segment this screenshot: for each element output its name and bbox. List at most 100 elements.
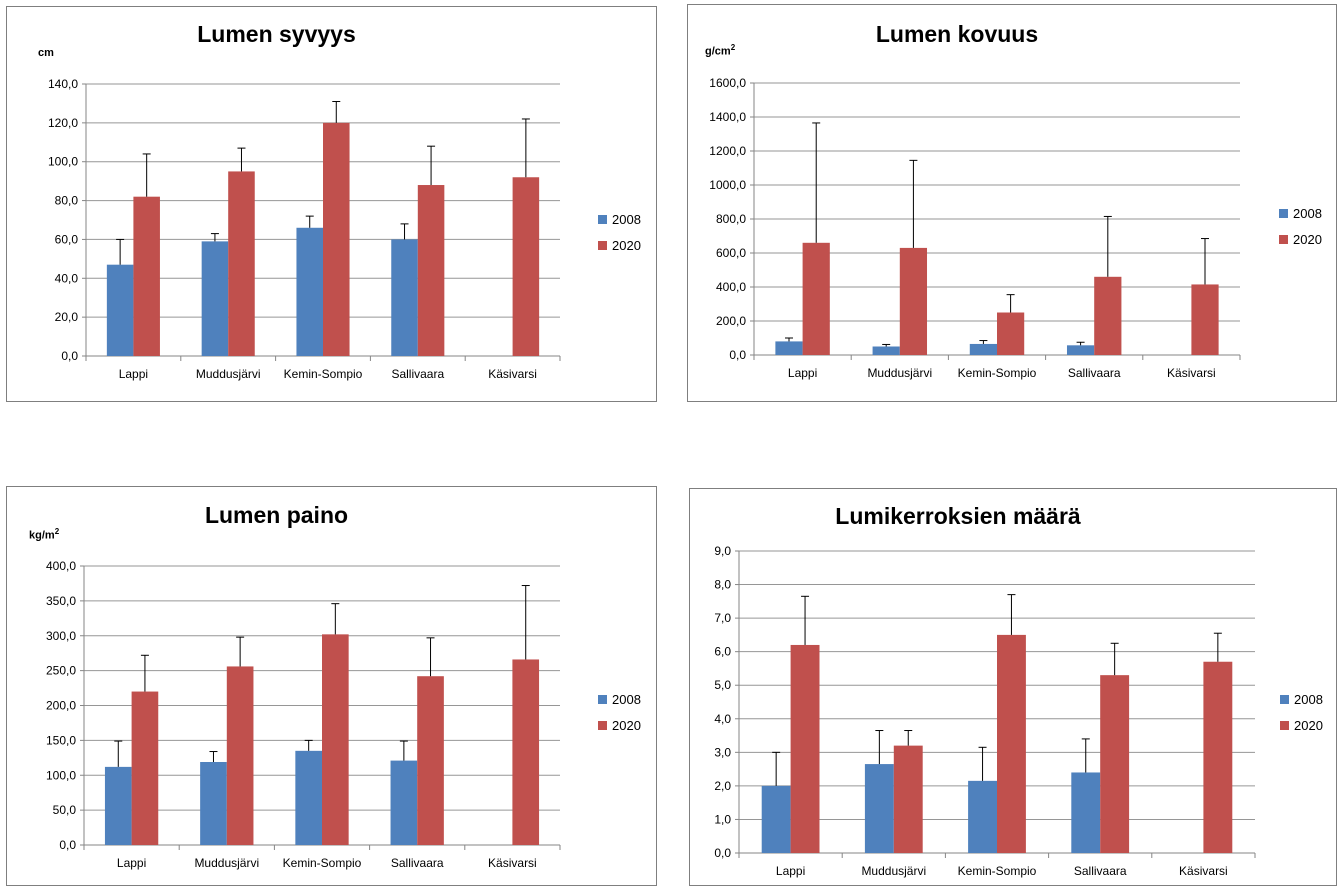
- legend-label: 2020: [1294, 717, 1323, 733]
- bar-2008: [1071, 772, 1101, 853]
- x-tick-label: Muddusjärvi: [194, 856, 259, 870]
- x-tick-label: Muddusjärvi: [196, 367, 261, 381]
- bar-2008: [104, 766, 132, 845]
- legend-label: 2008: [1294, 691, 1323, 707]
- legend-item-2020: 2020: [598, 712, 641, 738]
- y-tick-label: 100,0: [48, 155, 78, 169]
- chart-plot: 0,0 200,0 400,0 600,0 800,0 1000,0 1200,0 1400,…: [709, 76, 1241, 380]
- x-tick-label: Käsivarsi: [488, 367, 537, 381]
- bar-2008: [390, 760, 418, 845]
- chart-title: Lumen paino: [204, 502, 349, 528]
- x-tick-label: Lappi: [117, 856, 146, 870]
- x-tick-label: Lappi: [776, 864, 805, 878]
- y-tick-label: 2,0: [714, 779, 731, 793]
- bar-2020: [133, 196, 160, 356]
- x-tick-label: Sallivaara: [1068, 366, 1121, 380]
- bar-2020: [322, 634, 349, 845]
- y-tick-label: 80,0: [55, 194, 79, 208]
- bar-2008: [775, 341, 803, 355]
- y-tick-label: 1200,0: [709, 144, 746, 158]
- bar-2020: [512, 177, 540, 356]
- legend: 2008 2020: [1279, 200, 1322, 252]
- y-tick-label: 1000,0: [709, 178, 746, 192]
- y-tick-label: 0,0: [714, 846, 731, 860]
- y-tick-label: 0,0: [59, 838, 76, 852]
- legend-label: 2020: [1293, 231, 1322, 247]
- x-tick-label: Sallivaara: [391, 367, 444, 381]
- legend-label: 2008: [612, 211, 641, 227]
- bar-2020: [417, 676, 444, 845]
- x-tick-label: Käsivarsi: [1179, 864, 1228, 878]
- y-tick-label: 5,0: [714, 678, 731, 692]
- bar-2008: [872, 346, 900, 355]
- bar-2008: [106, 264, 134, 356]
- bar-2020: [1203, 661, 1233, 853]
- chart-panel-snow-layers: Lumikerroksien määrä 0,0 1,0 2,0 3,0 4,0 5,0 6…: [689, 488, 1337, 886]
- bar-2020: [893, 745, 923, 853]
- y-tick-label: 400,0: [716, 280, 746, 294]
- legend-swatch-2020: [598, 720, 607, 730]
- y-tick-label: 1400,0: [709, 110, 746, 124]
- x-tick-label: Käsivarsi: [1167, 366, 1216, 380]
- y-axis-unit: cm: [38, 47, 54, 59]
- bar-2020: [1100, 675, 1130, 853]
- y-tick-label: 6,0: [714, 645, 731, 659]
- legend-label: 2020: [612, 237, 641, 253]
- chart-plot: 0,0 1,0 2,0 3,0 4,0 5,0 6,0 7,0 8,0 9,0 Lappi Muddu…: [714, 544, 1256, 878]
- legend-label: 2008: [612, 691, 641, 707]
- bar-2008: [761, 785, 791, 853]
- bar-2008: [1066, 345, 1095, 355]
- y-tick-label: 0,0: [729, 348, 746, 362]
- bar-2020: [323, 122, 350, 356]
- bar-2020: [790, 644, 820, 853]
- y-tick-label: 120,0: [48, 116, 78, 130]
- legend-item-2008: 2008: [1279, 200, 1322, 226]
- legend-swatch-2008: [1279, 208, 1288, 218]
- legend-swatch-2020: [1280, 720, 1289, 730]
- x-tick-label: Sallivaara: [1074, 864, 1127, 878]
- bar-2020: [1191, 284, 1219, 355]
- chart-panel-snow-depth: Lumen syvyys cm 0,0 20,0 40,0 60,0 80,0 100,0…: [6, 6, 657, 402]
- legend-item-2008: 2008: [1280, 686, 1323, 712]
- y-tick-label: 40,0: [55, 271, 79, 285]
- x-tick-label: Kemin-Sompio: [283, 856, 362, 870]
- y-axis-unit: g/cm2: [705, 43, 736, 58]
- x-tick-label: Sallivaara: [391, 856, 444, 870]
- chart-title: Lumikerroksien määrä: [835, 503, 1081, 529]
- y-axis-unit: kg/m2: [29, 527, 60, 542]
- x-tick-label: Kemin-Sompio: [958, 864, 1037, 878]
- legend-swatch-2020: [598, 240, 607, 250]
- legend-swatch-2008: [598, 694, 607, 704]
- y-tick-label: 1,0: [714, 812, 731, 826]
- chart-plot: 0,0 20,0 40,0 60,0 80,0 100,0 120,0 140,0 Lappi M…: [48, 77, 561, 381]
- bar-2020: [802, 242, 830, 355]
- bar-2008: [296, 227, 323, 356]
- bar-2020: [899, 247, 928, 355]
- x-tick-label: Lappi: [119, 367, 148, 381]
- legend-item-2008: 2008: [598, 686, 641, 712]
- y-tick-label: 300,0: [46, 629, 76, 643]
- legend-item-2020: 2020: [1279, 226, 1322, 252]
- y-tick-label: 200,0: [46, 699, 76, 713]
- y-tick-label: 200,0: [716, 314, 746, 328]
- chart-plot: 0,0 50,0 100,0 150,0 200,0 250,0 300,0 350,0 400…: [46, 559, 561, 870]
- y-tick-label: 800,0: [716, 212, 746, 226]
- x-tick-label: Kemin-Sompio: [284, 367, 363, 381]
- legend-label: 2020: [612, 717, 641, 733]
- y-tick-label: 140,0: [48, 77, 78, 91]
- x-tick-label: Kemin-Sompio: [958, 366, 1037, 380]
- x-tick-label: Muddusjärvi: [867, 366, 932, 380]
- y-tick-label: 250,0: [46, 664, 76, 678]
- y-tick-label: 20,0: [55, 310, 79, 324]
- y-tick-label: 9,0: [714, 544, 731, 558]
- y-tick-label: 60,0: [55, 232, 79, 246]
- x-tick-label: Muddusjärvi: [861, 864, 926, 878]
- bar-2008: [200, 761, 227, 845]
- bar-2020: [226, 666, 254, 845]
- y-tick-label: 1600,0: [709, 76, 746, 90]
- bar-2020: [131, 691, 159, 845]
- chart-title: Lumen syvyys: [197, 21, 356, 47]
- bar-2008: [201, 241, 229, 356]
- y-tick-label: 350,0: [46, 594, 76, 608]
- y-tick-label: 400,0: [46, 559, 76, 573]
